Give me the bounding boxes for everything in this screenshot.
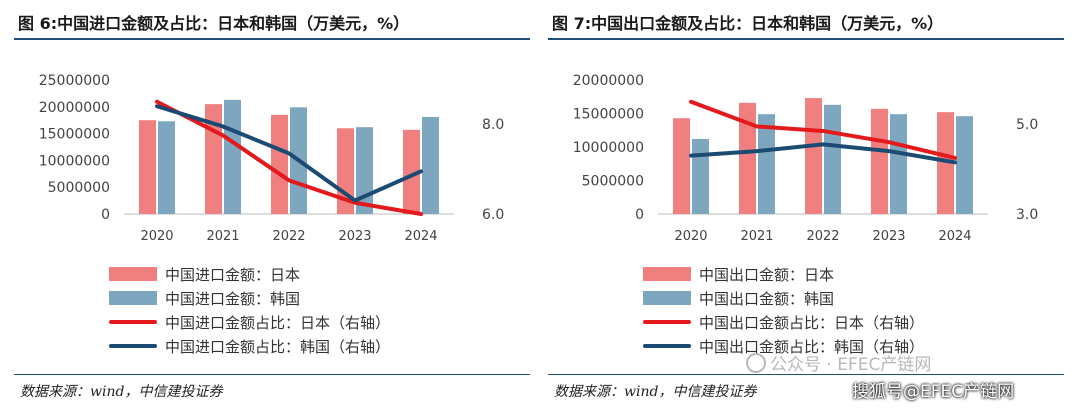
import-chart: 25000000 20000000 15000000 10000000 5000000 0…	[39, 73, 505, 244]
y2-tick-label: 8.0	[482, 117, 504, 133]
legend-swatch	[109, 267, 157, 281]
wechat-icon	[746, 353, 766, 373]
legend-label: 中国进口金额：韩国	[165, 289, 301, 308]
bar	[139, 120, 156, 214]
x-tick-label: 2022	[272, 229, 305, 244]
source-note: 数据来源：wind，中信建投证券	[20, 384, 223, 400]
y-tick-label: 5000000	[48, 180, 110, 196]
legend-label: 中国出口金额：韩国	[699, 289, 835, 308]
legend-item: 中国进口金额占比：韩国（右轴）	[109, 334, 390, 358]
legend-swatch	[109, 344, 157, 348]
bar	[403, 129, 420, 214]
y-tick-label: 15000000	[573, 107, 644, 123]
title-divider	[14, 38, 530, 40]
bar	[224, 99, 241, 214]
series-line	[689, 142, 957, 165]
x-tick-label: 2021	[206, 229, 239, 244]
series-line	[155, 104, 423, 203]
chart-legend: 中国进口金额：日本 中国进口金额：韩国中国进口金额占比：日本（右轴） 中国进口金额占…	[109, 262, 390, 358]
y-tick-label: 0	[101, 207, 110, 223]
chart-legend: 中国出口金额：日本 中国出口金额：韩国中国出口金额占比：日本（右轴） 中国出口金额占…	[643, 262, 924, 358]
legend-item: 中国进口金额：韩国	[109, 286, 390, 310]
legend-label: 中国进口金额：日本	[165, 265, 301, 284]
legend-swatch	[109, 291, 157, 305]
legend-label: 中国进口金额占比：韩国（右轴）	[165, 337, 391, 356]
x-tick-label: 2021	[740, 229, 773, 244]
y2-tick-label: 3.0	[1016, 207, 1038, 223]
bar	[271, 114, 288, 214]
export-chart: 20000000 15000000 10000000 5000000 0 5.0 3.0 20…	[573, 73, 1039, 244]
legend-swatch	[643, 320, 691, 324]
bar	[739, 102, 756, 214]
x-tick-label: 2022	[806, 229, 839, 244]
bar	[758, 114, 775, 214]
legend-item: 中国出口金额：日本	[643, 262, 924, 286]
bar	[692, 138, 709, 214]
legend-label: 中国出口金额：日本	[699, 265, 835, 284]
x-tick-label: 2020	[140, 229, 173, 244]
bar	[890, 114, 907, 214]
legend-item: 中国出口金额占比：日本（右轴）	[643, 310, 924, 334]
x-tick-label: 2023	[872, 229, 905, 244]
bar	[158, 121, 175, 214]
legend-label: 中国进口金额占比：日本（右轴）	[165, 313, 391, 332]
bar	[871, 108, 888, 214]
bar	[422, 116, 439, 214]
series-line	[155, 99, 423, 216]
title-divider	[548, 38, 1064, 40]
chart-panel-exports: 图 7:中国出口金额及占比：日本和韩国（万美元，%） 20000000 15000…	[548, 0, 1068, 413]
legend-swatch	[109, 320, 157, 324]
bar	[805, 98, 822, 214]
legend-swatch	[643, 291, 691, 305]
bar	[824, 104, 841, 214]
legend-item: 中国进口金额：日本	[109, 262, 390, 286]
legend-label: 中国出口金额占比：日本（右轴）	[699, 313, 925, 332]
bar	[673, 118, 690, 214]
x-tick-label: 2024	[404, 229, 437, 244]
chart-panel-imports: 图 6:中国进口金额及占比：日本和韩国（万美元，%） 25000000 20000…	[14, 0, 534, 413]
legend-swatch	[643, 267, 691, 281]
bar	[956, 116, 973, 214]
watermark-wechat: 公众号 · EFEC产链网	[746, 350, 931, 375]
legend-item: 中国进口金额占比：日本（右轴）	[109, 310, 390, 334]
chart-title: 图 7:中国出口金额及占比：日本和韩国（万美元，%）	[552, 14, 944, 33]
y-tick-label: 15000000	[39, 127, 110, 143]
y2-tick-label: 5.0	[1016, 117, 1038, 133]
source-divider	[14, 374, 530, 375]
chart-title: 图 6:中国进口金额及占比：日本和韩国（万美元，%）	[18, 14, 410, 33]
watermark-sohu: 搜狐号@EFEC产链网	[852, 382, 1015, 402]
y-tick-label: 20000000	[39, 100, 110, 116]
x-tick-label: 2023	[338, 229, 371, 244]
x-tick-label: 2024	[938, 229, 971, 244]
x-tick-label: 2020	[674, 229, 707, 244]
y-tick-label: 20000000	[573, 73, 644, 89]
source-divider	[548, 374, 1064, 375]
y-tick-label: 5000000	[582, 174, 644, 190]
legend-item: 中国出口金额：韩国	[643, 286, 924, 310]
y-tick-label: 0	[635, 207, 644, 223]
legend-swatch	[643, 344, 691, 348]
legend-label: 中国出口金额占比：韩国（右轴）	[699, 337, 925, 356]
series-line	[689, 99, 957, 160]
legend-item: 中国出口金额占比：韩国（右轴）	[643, 334, 924, 358]
y-tick-label: 10000000	[573, 140, 644, 156]
y-tick-label: 25000000	[39, 73, 110, 89]
y-tick-label: 10000000	[39, 153, 110, 169]
source-note: 数据来源：wind，中信建投证券	[554, 384, 757, 400]
y2-tick-label: 6.0	[482, 207, 504, 223]
bar	[937, 112, 954, 214]
